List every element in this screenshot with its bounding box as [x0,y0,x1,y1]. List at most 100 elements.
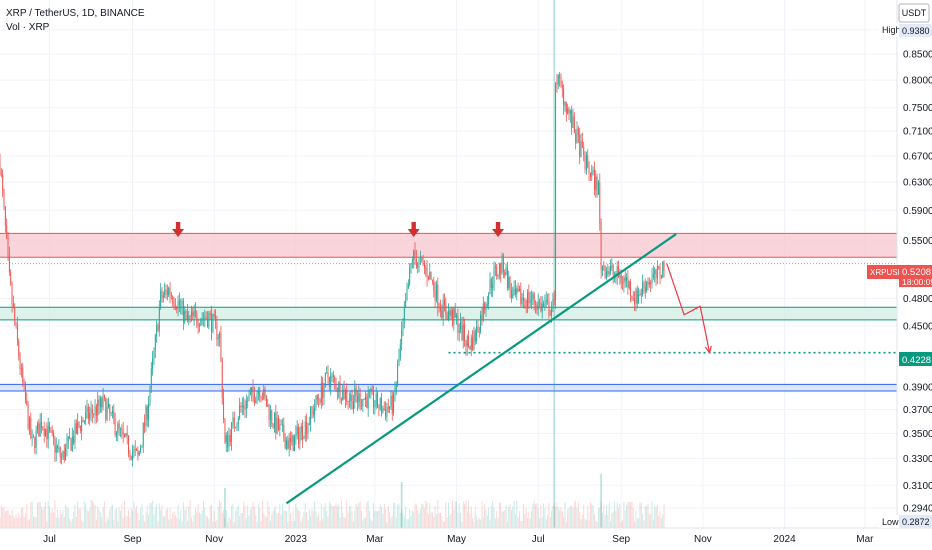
volume-bar [405,506,407,528]
candle-body [622,282,624,284]
candle-body [535,303,536,305]
volume-bar [140,507,142,528]
time-scale[interactable]: Jul Sep Nov 2023 Mar May Jul Sep Nov 2024 Mar [43,534,874,545]
candle-body [539,301,541,303]
candle-body [201,318,203,321]
volume-bar [174,515,176,528]
candle-body [129,452,131,456]
volume-bar [78,508,80,528]
volume-bar [109,508,111,528]
volume-bar [157,521,159,528]
candle-body [249,392,251,396]
candle-body [141,445,143,448]
volume-bar [478,518,480,528]
volume-bar [382,513,384,528]
candle-body [403,307,405,320]
volume-bar [101,516,103,528]
candle-body [275,413,277,434]
volume-bar [547,515,549,528]
candle-body [516,288,518,295]
volume-bar [257,503,259,528]
volume-bar [449,515,451,528]
candle-body [611,265,613,268]
volume-bar [373,502,374,528]
high-badge-label-bg [879,23,899,37]
candle-body [339,382,341,400]
currency-badge[interactable] [898,3,930,23]
volume-bar [260,521,262,528]
volume-bar [244,506,246,528]
candle-body [438,306,440,308]
volume-bar [145,512,147,528]
candle-body [109,403,111,414]
volume-bar [576,507,578,528]
candle-body [311,406,313,411]
candle-body [478,332,480,333]
volume-bar [394,502,396,528]
volume-bar [224,517,226,528]
candle-body [224,419,226,443]
candle-body [67,436,69,442]
candle-body [122,430,124,435]
volume-bar [338,504,340,528]
volume-bar [347,512,349,528]
volume-bar [344,518,346,528]
candle-body [407,284,409,289]
candle-body [283,424,285,439]
candle-body [87,407,89,420]
candle-body [415,258,417,268]
candle-body [492,284,494,289]
candle-body [213,314,215,316]
volume-bar [565,521,567,528]
candle-body [221,360,223,399]
volume-bar [200,513,202,528]
candle-body [607,271,609,275]
volume-bar [158,503,160,528]
candle-body [523,297,524,301]
candle-body [173,302,175,307]
candle-body [20,367,22,370]
volume-bar [298,510,300,528]
volume-bar [350,505,352,528]
candle-body [69,436,71,439]
volume-bar [472,518,474,528]
volume-bar [497,517,499,528]
candle-body [445,304,447,315]
candle-body [496,266,498,277]
volume-bar [177,504,179,528]
volume-bar [330,503,332,528]
candle-body [138,451,140,456]
x-tick-label: Nov [205,534,223,545]
target-price-value: 0.4228 [902,355,931,366]
candle-body [312,410,314,415]
volume-bar [374,511,376,528]
candle-body [513,288,515,294]
candle-body [509,277,511,290]
volume-bar [323,507,325,528]
candle-body [500,263,502,274]
candle-body [659,267,661,277]
volume-bar [386,521,388,528]
candle-body [470,337,472,350]
candle-body [323,386,325,398]
x-tick-label: Jul [43,534,56,545]
candle-body [600,223,602,271]
volume-bar [504,509,506,528]
volume-bar [610,521,611,528]
volume-bar [493,507,495,528]
volume-bar [284,510,286,528]
candle-body [377,393,379,408]
volume-bar [509,504,511,528]
candle-body [94,406,96,415]
volume-bar [316,516,318,528]
volume-bar [512,506,514,528]
volume-bar [79,507,81,528]
candle-body [458,330,460,333]
candle-body [34,436,36,448]
candle-body [295,434,297,437]
candle-body [603,265,605,267]
volume-bar [216,520,218,528]
volume-bar [275,506,277,528]
candle-body [555,82,557,300]
